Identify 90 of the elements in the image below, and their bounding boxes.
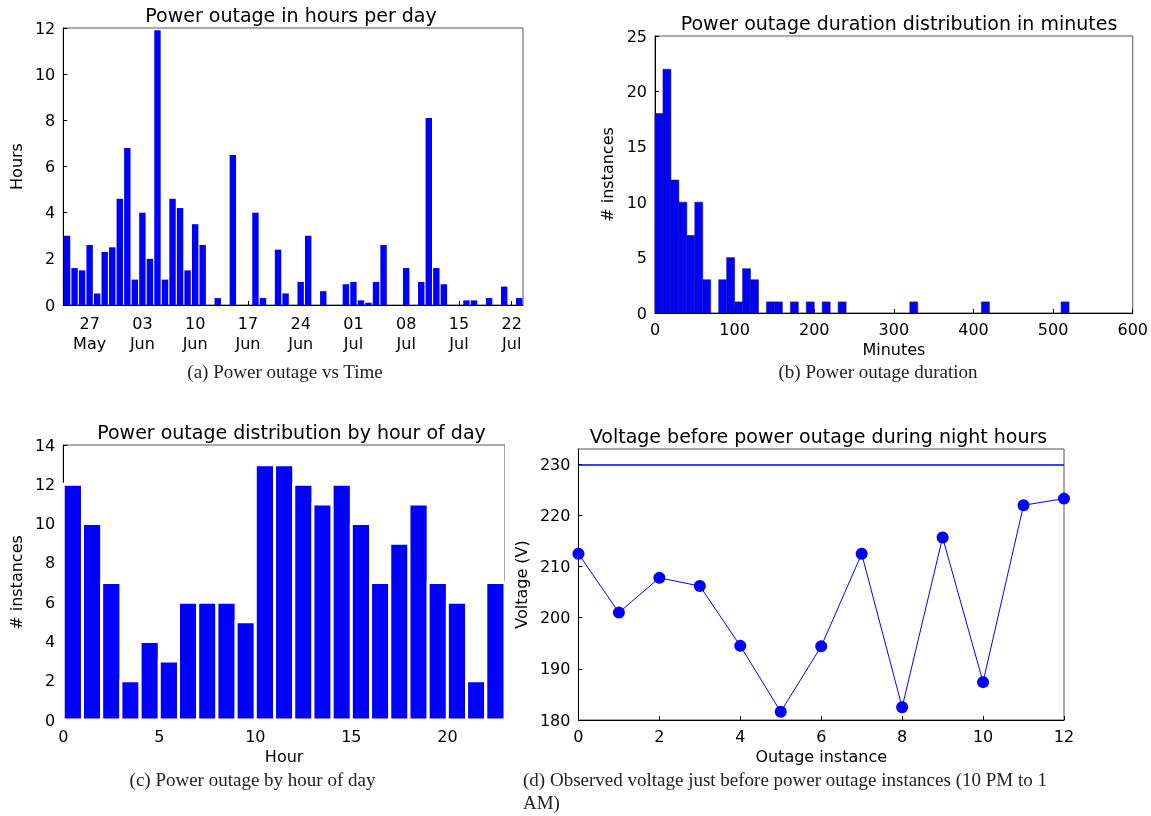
text: (a) Power outage vs Time <box>186 360 384 383</box>
y-tick-label: 12 <box>34 18 56 38</box>
y-tick-label: 10 <box>34 64 56 84</box>
y-axis-title: Voltage (V) <box>511 540 531 629</box>
x-tick-label: 10 Jun <box>181 313 208 353</box>
bar <box>229 154 237 305</box>
x-tick-label: 10 <box>972 726 994 746</box>
point <box>612 606 625 619</box>
y-tick-label: 6 <box>45 157 56 176</box>
bar <box>320 291 327 305</box>
point <box>774 705 787 718</box>
y-tick-label: 0 <box>45 710 56 730</box>
x-tick-label: 400 <box>958 319 989 339</box>
bar <box>418 281 425 305</box>
x-tick-label: 200 <box>798 319 830 339</box>
y-tick-label: 10 <box>34 514 56 534</box>
x-axis-title: Outage instance <box>755 747 888 767</box>
chart-title: Voltage before power outage during night hours <box>589 424 1048 447</box>
x-tick-label: 0 <box>649 319 661 339</box>
bar <box>214 298 221 305</box>
y-tick-label: 5 <box>636 248 647 268</box>
y-tick-label: 210 <box>539 557 571 577</box>
point <box>936 531 949 544</box>
point <box>855 547 868 560</box>
x-axis-title: Minutes <box>862 340 926 360</box>
point <box>572 547 585 560</box>
x-tick-label: 600 <box>1117 319 1148 339</box>
y-tick-label: 200 <box>539 608 571 628</box>
text: (c) Power outage by hour of day <box>128 768 377 791</box>
y-tick-label: 25 <box>626 26 647 46</box>
point <box>977 676 990 689</box>
x-tick-label: 03 Jun <box>128 313 155 353</box>
x-tick-label: 27 May <box>73 313 107 353</box>
y-tick-label: 4 <box>45 631 56 651</box>
y-tick-label: 180 <box>539 710 571 730</box>
y-tick-label: 2 <box>45 249 56 269</box>
x-tick-label: 2 <box>654 726 665 746</box>
x-tick-label: 0 <box>58 726 69 746</box>
y-tick-label: 220 <box>539 505 571 525</box>
y-tick-label: 10 <box>626 192 647 212</box>
y-tick-label: 2 <box>45 671 56 691</box>
chart-title: Power outage duration distribution in minutes <box>680 11 1118 34</box>
x-tick-label: 10 <box>245 726 266 746</box>
y-tick-label: 190 <box>539 659 571 679</box>
y-tick-label: 4 <box>45 203 56 223</box>
bar <box>516 298 523 305</box>
chart-title: Power outage distribution by hour of day <box>97 420 486 443</box>
y-axis-title: # instances <box>598 127 618 222</box>
point <box>896 701 909 714</box>
y-tick-label: 230 <box>539 454 571 474</box>
bar <box>485 298 493 305</box>
y-tick-label: 15 <box>626 137 647 157</box>
x-tick-label: 5 <box>154 726 165 746</box>
x-tick-label: 17 Jun <box>234 313 261 353</box>
text: (d) Observed voltage just before power outage instances (10 PM to 1 AM) <box>523 768 1048 814</box>
bar <box>402 268 410 305</box>
y-axis-title: # instances <box>6 535 26 630</box>
x-tick-label: 500 <box>1037 319 1069 339</box>
point <box>1058 492 1070 505</box>
x-tick-label: 6 <box>816 726 827 746</box>
bar <box>500 286 508 305</box>
y-tick-label: 0 <box>45 295 56 315</box>
x-tick-label: 8 <box>897 726 908 746</box>
x-tick-label: 4 <box>735 726 746 746</box>
x-tick-label: 12 <box>1053 726 1075 746</box>
y-tick-label: 8 <box>45 110 56 130</box>
x-axis-title: Hour <box>264 747 304 767</box>
y-tick-label: 8 <box>45 553 56 573</box>
x-tick-label: 24 Jun <box>287 313 314 353</box>
x-tick-label: 15 Jul <box>448 313 470 353</box>
y-tick-label: 20 <box>626 81 647 101</box>
x-tick-label: 15 <box>341 726 362 746</box>
point <box>653 571 666 584</box>
x-tick-label: 100 <box>719 319 750 339</box>
point <box>734 639 747 652</box>
y-tick-label: 14 <box>34 435 56 455</box>
point <box>1017 499 1030 512</box>
point <box>815 640 828 653</box>
x-tick-label: 20 <box>437 726 458 746</box>
chart-title: Power outage in hours per day <box>145 3 437 26</box>
y-tick-label: 12 <box>34 474 56 494</box>
x-tick-label: 08 Jul <box>395 313 417 353</box>
text: (b) Power outage duration <box>777 360 979 383</box>
point <box>693 580 706 593</box>
x-tick-label: 300 <box>878 319 910 339</box>
x-tick-label: 0 <box>573 726 584 746</box>
x-tick-label: 01 Jul <box>342 313 364 353</box>
y-axis-title: Hours <box>6 143 26 190</box>
x-tick-label: 22 Jul <box>501 313 522 353</box>
y-tick-label: 6 <box>45 592 56 612</box>
